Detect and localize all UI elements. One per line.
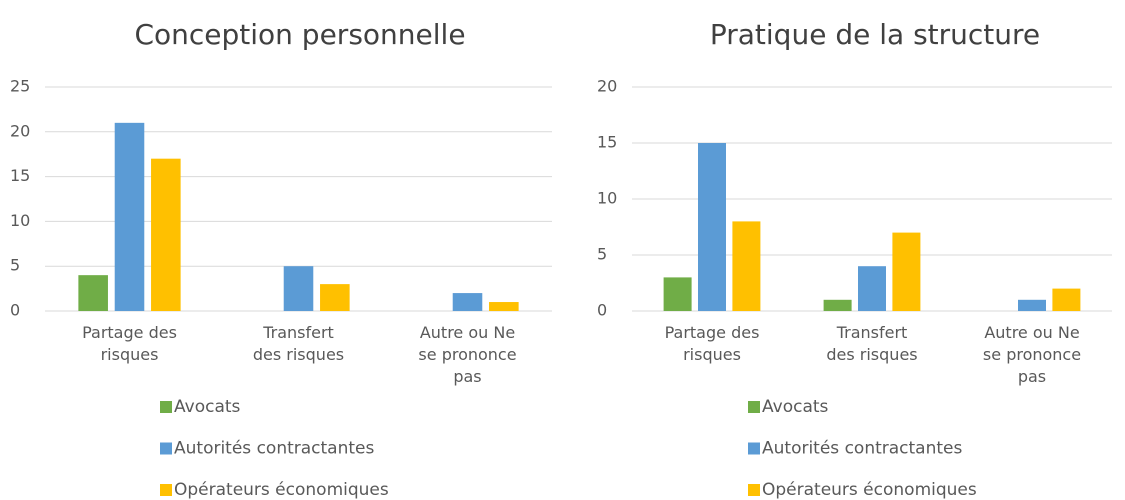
x-tick-label: Autre ou Ne se prononce pas [418, 323, 516, 386]
y-tick-label: 15 [10, 166, 30, 185]
bar [732, 221, 761, 311]
legend-label: Avocats [762, 397, 829, 417]
x-tick-label: Transfert des risques [253, 323, 344, 364]
chart-title: Pratique de la structure [710, 18, 1040, 51]
chart-title: Conception personnelle [134, 18, 465, 51]
y-tick-label: 5 [10, 256, 20, 275]
legend-label: Autorités contractantes [174, 439, 374, 459]
y-tick-label: 15 [597, 133, 617, 152]
y-tick-label: 5 [597, 245, 607, 264]
bar [858, 266, 886, 311]
bar [489, 302, 519, 311]
legend-swatch [160, 484, 172, 496]
x-tick-label: Partage des risques [665, 323, 760, 364]
x-tick-label: Autre ou Ne se prononce pas [983, 323, 1081, 386]
legend-swatch [748, 484, 760, 496]
bar [452, 293, 483, 311]
x-tick-label: Transfert des risques [826, 323, 917, 364]
y-tick-label: 20 [597, 77, 617, 96]
x-tick-label: Partage des risques [82, 323, 177, 364]
legend-label: Autorités contractantes [762, 439, 962, 459]
bar [283, 266, 314, 311]
bar [114, 122, 145, 311]
bar [892, 232, 921, 311]
y-tick-label: 25 [10, 77, 30, 96]
y-tick-label: 0 [10, 301, 20, 320]
bar [1052, 288, 1081, 311]
y-tick-label: 0 [597, 301, 607, 320]
bar [698, 143, 726, 311]
legend-label: Opérateurs économiques [174, 480, 389, 500]
bar [663, 277, 692, 311]
y-tick-label: 10 [597, 189, 617, 208]
legend-label: Opérateurs économiques [762, 480, 977, 500]
legend-swatch [160, 401, 172, 413]
legend-swatch [748, 401, 760, 413]
bar [151, 158, 181, 311]
y-tick-label: 10 [10, 211, 30, 230]
legend-swatch [160, 442, 172, 455]
bar [1018, 299, 1046, 311]
legend-label: Avocats [174, 397, 241, 417]
bar [320, 284, 350, 311]
legend-swatch [748, 442, 760, 455]
bar [823, 299, 852, 311]
y-tick-label: 20 [10, 121, 30, 140]
bar [78, 275, 108, 311]
